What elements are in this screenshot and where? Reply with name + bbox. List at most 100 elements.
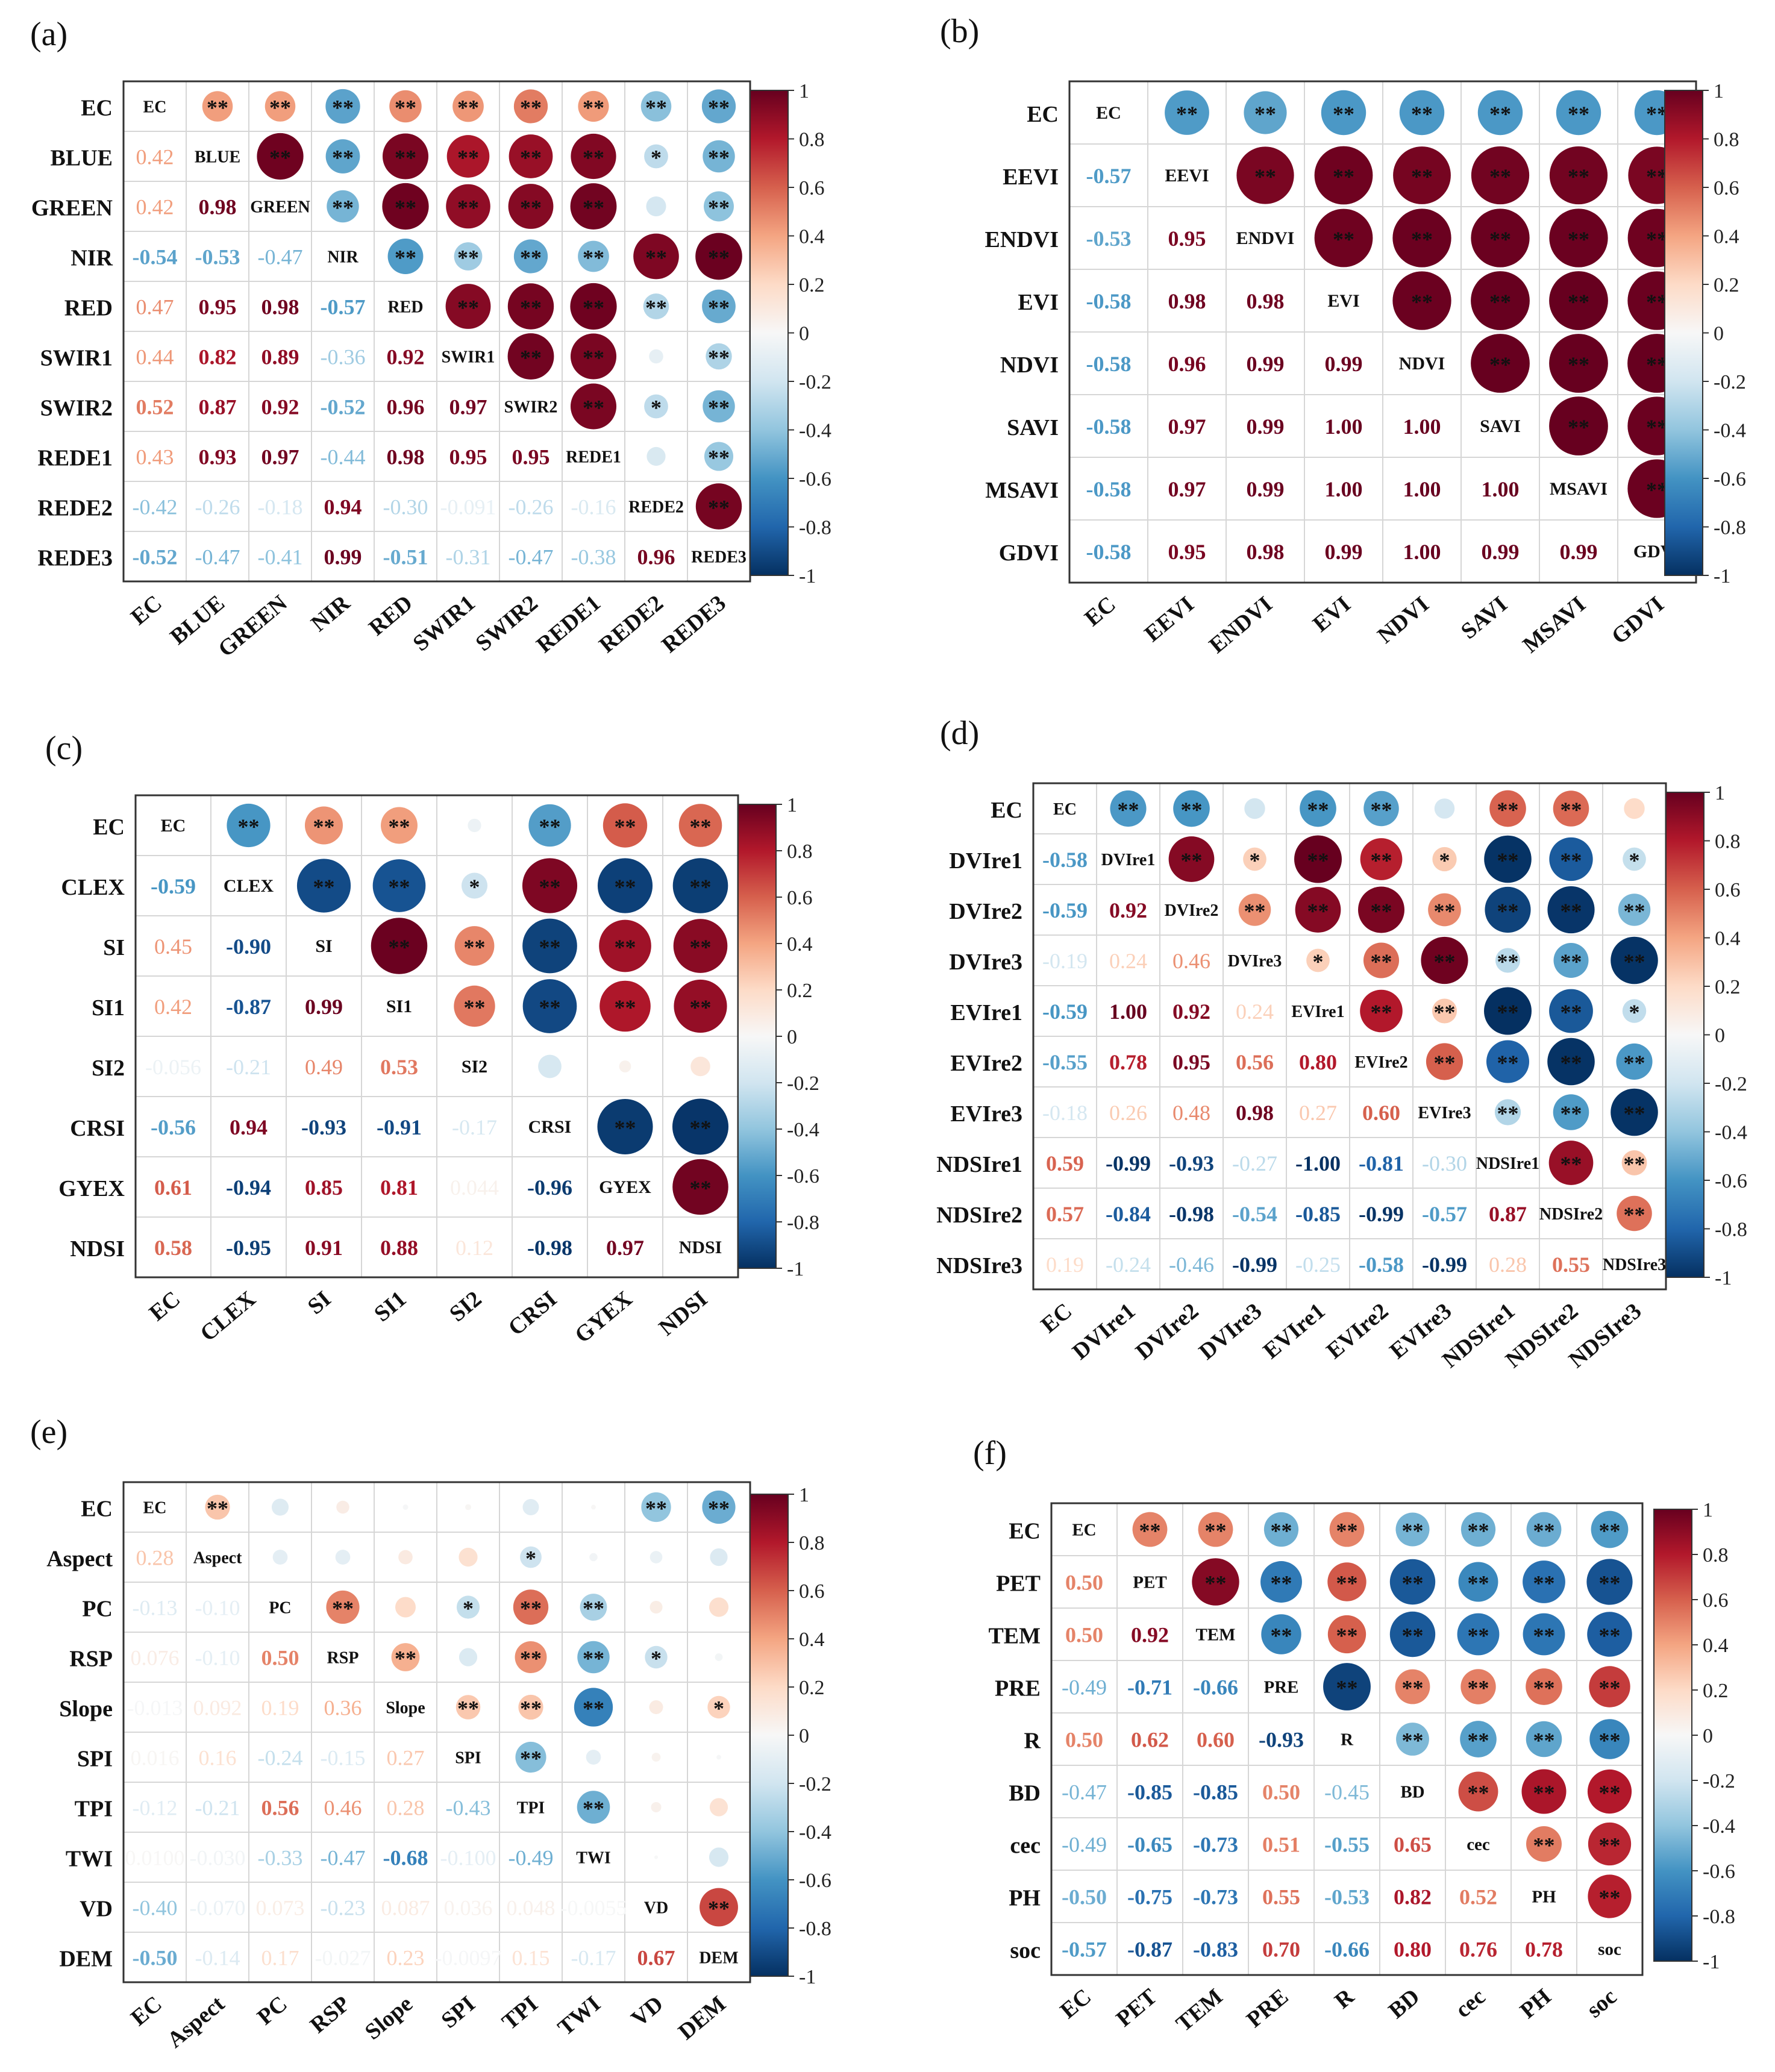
diagonal-label: BLUE [195, 148, 240, 167]
colorbar [1665, 792, 1705, 1278]
correlation-value: -0.58 [1042, 848, 1088, 872]
significance-mark: ** [1599, 1519, 1621, 1543]
significance-mark: ** [1181, 848, 1203, 872]
correlation-circle [1586, 1559, 1633, 1605]
correlation-circle [599, 980, 651, 1032]
significance-mark: ** [1599, 1571, 1621, 1595]
diagonal-label: NDSIre2 [1539, 1205, 1603, 1224]
correlation-circle [508, 184, 554, 229]
correlation-circle [1547, 886, 1595, 934]
correlation-circle [1327, 1562, 1366, 1601]
diagonal-label: EVIre3 [1418, 1104, 1471, 1122]
colorbar-tick-label: 0.4 [799, 226, 825, 248]
correlation-circle [695, 233, 742, 280]
correlation-circle [528, 804, 571, 847]
correlation-circle [580, 1594, 607, 1621]
correlation-value: 0.98 [1247, 540, 1285, 564]
column-label: Aspect [163, 1991, 230, 2053]
correlation-value: 0.97 [606, 1236, 644, 1260]
significance-mark: ** [1333, 164, 1354, 189]
significance-mark: ** [389, 815, 410, 839]
correlation-circle [570, 183, 617, 230]
correlation-circle [446, 184, 490, 229]
correlation-value: 0.98 [1168, 289, 1206, 313]
colorbar-tick-label: 0.6 [1703, 1589, 1729, 1612]
significance-mark: ** [332, 146, 354, 170]
correlation-circle [1549, 208, 1608, 268]
diagonal-label: TEM [1195, 1626, 1235, 1645]
correlation-circle [703, 390, 735, 423]
significance-mark: ** [1533, 1624, 1555, 1648]
column-label: PET [1112, 1984, 1162, 2032]
significance-mark: ** [1468, 1729, 1489, 1753]
significance-mark: ** [615, 815, 636, 839]
correlation-value: -0.19 [1042, 949, 1088, 973]
significance-mark: ** [539, 935, 561, 959]
colorbar-tick-label: -0.2 [799, 1773, 831, 1795]
diagonal-label: PC [269, 1599, 291, 1618]
significance-mark: ** [1568, 352, 1589, 377]
correlation-value: 0.0100 [125, 1846, 185, 1870]
diagonal-label: EEVI [1165, 166, 1209, 186]
correlation-circle [672, 1098, 729, 1155]
correlation-value: 0.78 [1109, 1050, 1147, 1074]
correlation-circle [515, 1641, 547, 1673]
correlation-value: 0.28 [387, 1796, 425, 1820]
correlation-circle [1432, 998, 1457, 1024]
colorbar-tick-label: -0.2 [787, 1072, 819, 1095]
correlation-value: 0.46 [1172, 949, 1210, 973]
correlation-value: -0.23 [321, 1896, 366, 1920]
diagonal-label: NDVI [1399, 354, 1445, 374]
column-label: EVIre1 [1259, 1298, 1330, 1364]
correlation-circle [452, 90, 484, 122]
significance-mark: ** [457, 296, 479, 320]
correlation-value: 0.12 [455, 1236, 493, 1260]
significance-mark: ** [1371, 899, 1392, 923]
correlation-value: -0.13 [133, 1596, 178, 1620]
correlation-value: -0.21 [226, 1055, 271, 1079]
significance-mark: ** [708, 1897, 730, 1921]
colorbar-tick-label: 0.6 [799, 1580, 825, 1603]
correlation-value: -0.50 [133, 1946, 178, 1970]
significance-mark: ** [457, 146, 479, 170]
colorbar-tick-label: 0.4 [1703, 1635, 1729, 1657]
correlation-value: 0.99 [1560, 540, 1598, 564]
significance-mark: ** [1599, 1676, 1621, 1700]
correlation-circle [1458, 1771, 1498, 1812]
significance-mark: ** [690, 935, 712, 959]
correlation-value: 0.50 [1065, 1571, 1103, 1595]
correlation-circle [704, 191, 734, 222]
significance-mark: ** [708, 196, 730, 220]
correlation-circle [641, 1492, 671, 1523]
correlation-circle [1198, 1512, 1233, 1547]
significance-mark: ** [1434, 899, 1456, 923]
column-label: EVIre2 [1322, 1298, 1394, 1364]
row-label: TEM [988, 1624, 1041, 1649]
correlation-value: -0.030 [190, 1846, 246, 1870]
correlation-circle [706, 343, 732, 370]
correlation-circle [1549, 334, 1608, 393]
correlation-circle [1526, 1826, 1562, 1862]
correlation-value: 0.092 [193, 1696, 242, 1720]
correlation-value: 0.97 [1168, 477, 1206, 501]
correlation-circle [327, 190, 359, 223]
significance-mark: ** [1468, 1571, 1489, 1595]
correlation-circle [673, 919, 728, 973]
correlation-value: 0.62 [1131, 1728, 1169, 1752]
colorbar-tick-label: -1 [1714, 565, 1730, 587]
correlation-value: 0.92 [261, 395, 299, 419]
correlation-value: -0.42 [133, 495, 178, 519]
significance-mark: ** [1402, 1519, 1424, 1543]
correlation-circle [1329, 1512, 1365, 1547]
row-label: BLUE [51, 146, 113, 171]
correlation-value: -0.87 [1127, 1938, 1172, 1962]
diagonal-label: PRE [1264, 1678, 1299, 1697]
correlation-value: -0.94 [226, 1175, 271, 1200]
significance-mark: ** [1181, 798, 1203, 822]
panel-label: (c) [45, 730, 83, 767]
significance-mark: * [1250, 848, 1260, 872]
significance-mark: ** [1568, 415, 1589, 439]
diagonal-label: REDE1 [566, 448, 621, 467]
significance-mark: ** [1624, 899, 1645, 923]
